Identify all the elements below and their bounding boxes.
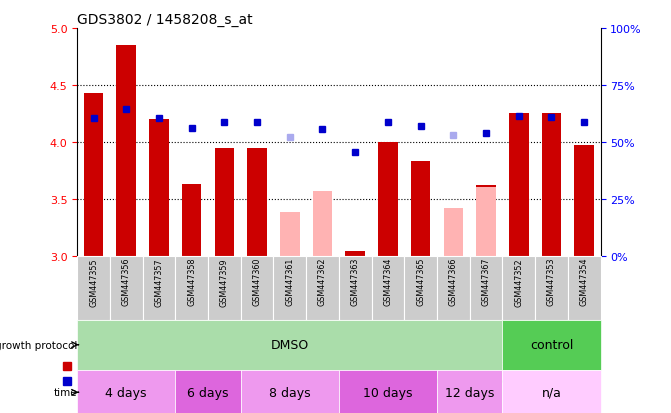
Text: GSM447358: GSM447358 [187,257,196,306]
Text: growth protocol: growth protocol [0,340,77,350]
Bar [437,256,470,320]
Text: 6 days: 6 days [187,386,229,399]
Bar [339,370,437,413]
Bar [77,370,175,413]
Bar [476,188,496,256]
Bar [411,162,430,256]
Bar [274,256,306,320]
Bar [372,256,404,320]
Text: value, Detection Call = ABSENT: value, Detection Call = ABSENT [352,361,517,371]
Bar [110,256,142,320]
Bar [142,256,175,320]
Bar [306,256,339,320]
Bar [280,213,299,256]
Bar [241,256,274,320]
Bar [248,148,267,256]
Bar [313,191,332,256]
Text: GDS3802 / 1458208_s_at: GDS3802 / 1458208_s_at [77,12,253,26]
Bar [77,320,503,370]
Bar [241,370,339,413]
Bar [208,256,241,320]
Text: 4 days: 4 days [105,386,147,399]
Bar [339,256,372,320]
Bar [568,256,601,320]
Bar [77,256,110,320]
Text: GSM447352: GSM447352 [514,257,523,306]
Text: 12 days: 12 days [445,386,495,399]
Text: GSM447364: GSM447364 [383,257,393,306]
Text: time: time [54,387,77,397]
Bar [503,320,601,370]
Bar [476,185,496,256]
Text: 10 days: 10 days [363,386,413,399]
Bar [175,370,241,413]
Bar [346,252,365,256]
Text: GSM447359: GSM447359 [220,257,229,306]
Bar [149,120,169,256]
Bar [215,148,234,256]
Text: control: control [530,338,573,351]
Text: GSM447357: GSM447357 [154,257,164,306]
Bar [535,256,568,320]
Bar [509,114,529,256]
Text: GSM447365: GSM447365 [416,257,425,306]
Text: rank, Detection Call = ABSENT: rank, Detection Call = ABSENT [352,376,513,386]
Text: n/a: n/a [541,386,562,399]
Bar [503,256,535,320]
Bar [117,46,136,256]
Text: 8 days: 8 days [269,386,311,399]
Text: percentile rank within the sample: percentile rank within the sample [84,376,260,386]
Bar [175,256,208,320]
Text: DMSO: DMSO [270,338,309,351]
Text: GSM447367: GSM447367 [482,257,491,306]
Bar [470,256,503,320]
Text: transformed count: transformed count [84,361,181,371]
Bar [404,256,437,320]
Text: GSM447354: GSM447354 [580,257,588,306]
Text: GSM447366: GSM447366 [449,257,458,306]
Text: GSM447363: GSM447363 [351,257,360,306]
Text: GSM447360: GSM447360 [252,257,262,306]
Bar [444,208,463,256]
Text: GSM447361: GSM447361 [285,257,295,306]
Text: GSM447353: GSM447353 [547,257,556,306]
Bar [503,370,601,413]
Text: GSM447355: GSM447355 [89,257,98,306]
Text: GSM447356: GSM447356 [121,257,131,306]
Text: GSM447362: GSM447362 [318,257,327,306]
Bar [182,185,201,256]
Bar [574,146,594,256]
Bar [541,114,561,256]
Bar [84,94,103,256]
Bar [378,142,398,256]
Bar [437,370,503,413]
